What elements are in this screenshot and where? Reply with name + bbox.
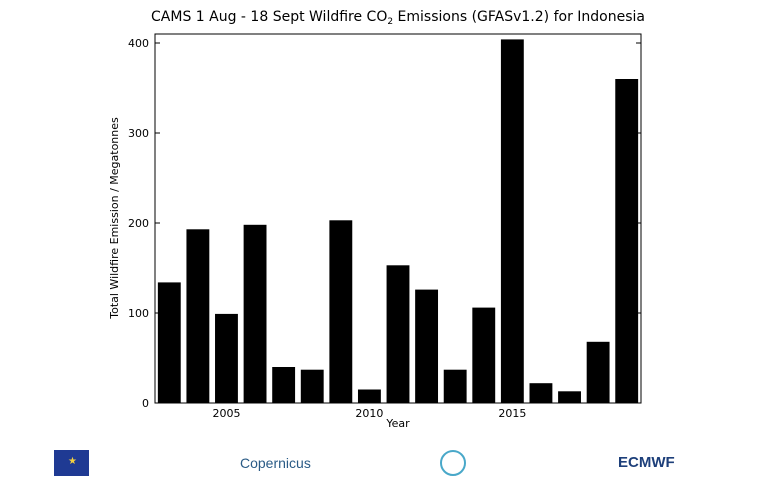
title-main: CAMS 1 Aug - 18 Sept Wildfire CO bbox=[151, 9, 387, 25]
copernicus-wordmark: Copernicus bbox=[240, 454, 311, 471]
logo-strip: Copernicus ECMWF bbox=[0, 440, 768, 485]
bar-2013 bbox=[443, 369, 467, 403]
bar-2007 bbox=[272, 367, 296, 403]
bar-2008 bbox=[300, 369, 324, 403]
bar-2014 bbox=[472, 307, 496, 403]
bar-2015 bbox=[500, 39, 524, 404]
bar-2016 bbox=[529, 383, 553, 403]
cams-icon bbox=[440, 449, 466, 476]
bar-2018 bbox=[586, 341, 610, 403]
bar-2005 bbox=[215, 313, 238, 403]
title-rest: Emissions (GFASv1.2) for Indonesia bbox=[393, 9, 645, 25]
copernicus-logo: Copernicus bbox=[240, 440, 315, 485]
plot-frame bbox=[154, 33, 642, 404]
x-tick-label-2005: 2005 bbox=[212, 407, 240, 420]
x-tick-label-2010: 2010 bbox=[355, 407, 383, 420]
bar-2019 bbox=[615, 79, 639, 403]
x-axis: 2005 2010 2015 bbox=[212, 398, 526, 420]
chart-title: CAMS 1 Aug - 18 Sept Wildfire CO2 Emissi… bbox=[151, 9, 645, 27]
y-tick-label-200: 200 bbox=[128, 217, 149, 230]
x-tick-label-2015: 2015 bbox=[498, 407, 526, 420]
bar-2017 bbox=[558, 391, 581, 403]
bar-2006 bbox=[243, 224, 267, 403]
bar-2010 bbox=[357, 389, 381, 403]
eu-flag-icon bbox=[54, 449, 89, 476]
y-tick-label-300: 300 bbox=[128, 127, 149, 140]
eu-logo bbox=[54, 440, 114, 485]
bars bbox=[157, 39, 639, 404]
y-tick-label-400: 400 bbox=[128, 37, 149, 50]
y-tick-label-100: 100 bbox=[128, 307, 149, 320]
cams-logo bbox=[440, 440, 520, 485]
y-axis: 0 100 200 300 400 bbox=[128, 37, 641, 410]
bar-2011 bbox=[386, 265, 410, 403]
bar-2003 bbox=[157, 282, 181, 403]
bar-2004 bbox=[186, 229, 210, 403]
bar-2009 bbox=[329, 220, 353, 403]
y-axis-label: Total Wildfire Emission / Megatonnes bbox=[108, 117, 121, 320]
x-axis-label: Year bbox=[385, 417, 410, 430]
title-subscript: 2 bbox=[387, 17, 393, 27]
ecmwf-logo: ECMWF bbox=[618, 440, 708, 485]
chart: CAMS 1 Aug - 18 Sept Wildfire CO2 Emissi… bbox=[108, 9, 645, 430]
ecmwf-wordmark: ECMWF bbox=[618, 454, 675, 471]
y-tick-label-0: 0 bbox=[142, 397, 149, 410]
bar-2012 bbox=[415, 289, 439, 403]
